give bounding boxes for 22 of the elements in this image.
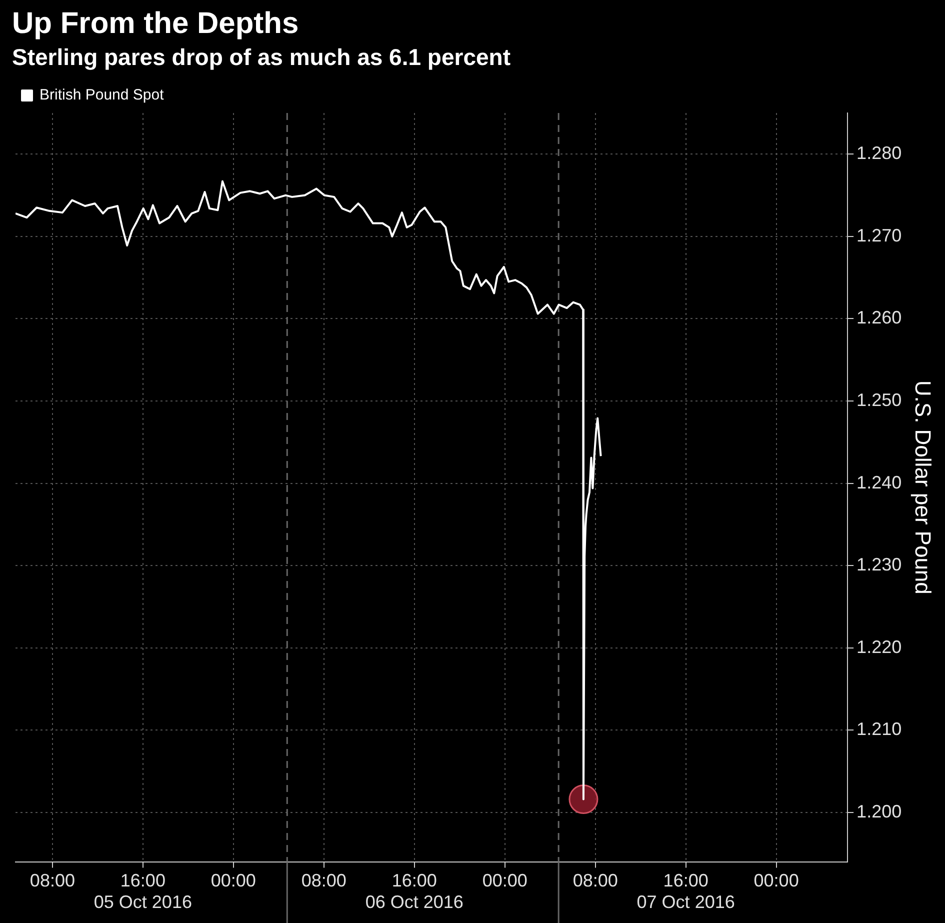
x-tick-label: 08:00	[30, 870, 75, 891]
x-tick-label: 00:00	[754, 870, 799, 891]
x-tick-label: 08:00	[301, 870, 346, 891]
x-tick-label: 16:00 07 Oct 2016	[636, 870, 735, 912]
y-tick-label: 1.280	[856, 143, 902, 164]
y-tick-label: 1.270	[856, 225, 902, 246]
x-tick-label: 00:00	[210, 870, 256, 891]
chart-title: Up From the Depths	[12, 6, 300, 42]
y-tick-label: 1.260	[856, 308, 902, 328]
legend-label: British Pound Spot	[40, 86, 165, 104]
y-tick-label: 1.240	[856, 472, 902, 492]
y-tick-label: 1.220	[856, 636, 902, 657]
x-tick-label: 00:00	[482, 870, 528, 891]
x-tick-label: 16:00 06 Oct 2016	[365, 870, 464, 912]
y-tick-label: 1.230	[856, 554, 902, 575]
chart-subtitle: Sterling pares drop of as much as 6.1 percent	[12, 43, 512, 72]
y-tick-label: 1.200	[856, 801, 902, 822]
x-tick-label: 16:00 05 Oct 2016	[94, 870, 192, 912]
y-tick-label: 1.210	[856, 719, 902, 740]
y-axis-title: U.S. Dollar per Pound	[910, 380, 936, 594]
y-tick-label: 1.250	[856, 390, 902, 410]
x-tick-label: 08:00	[572, 870, 618, 891]
